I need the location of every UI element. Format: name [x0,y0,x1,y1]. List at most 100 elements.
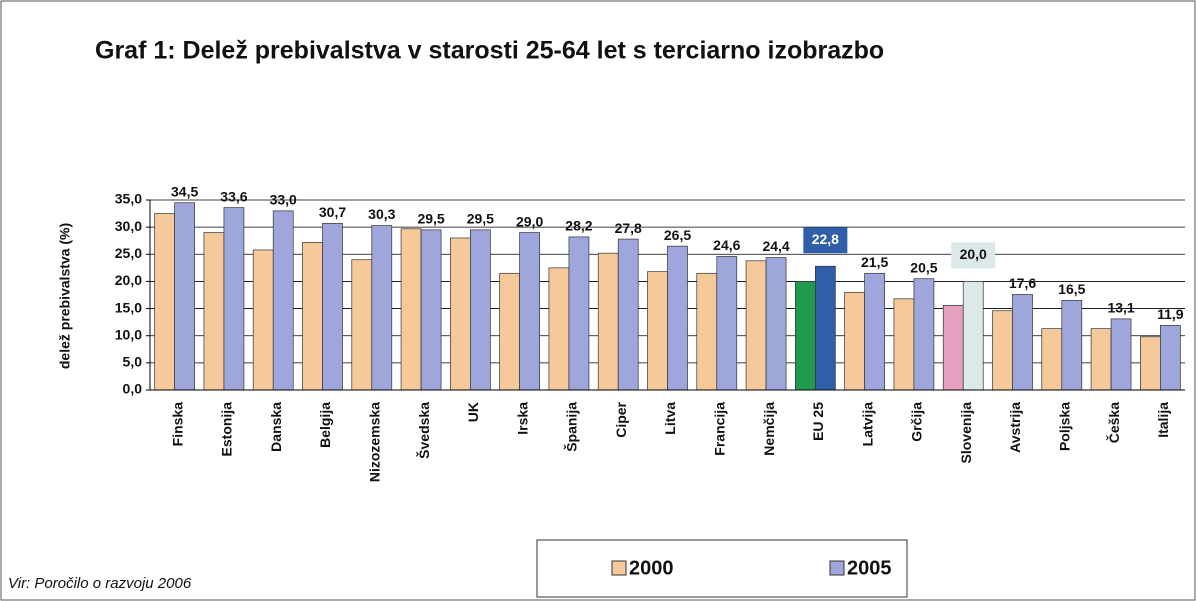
bar [470,229,491,391]
x-tick-label: UK [465,402,481,422]
x-tick-label: Ciper [613,401,629,437]
x-tick-label: Avstrija [1007,402,1023,453]
legend-swatch [829,560,845,576]
bar [223,207,245,391]
bar [795,281,816,391]
bar [893,298,915,391]
value-label: 11,9 [1157,306,1184,322]
y-tick-label: 10,0 [115,326,142,342]
value-label: 16,5 [1058,281,1085,297]
bar [548,267,570,391]
x-tick-label: Irska [514,402,530,435]
value-label: 30,7 [319,204,346,220]
x-tick-label: Slovenija [958,402,974,464]
bar [864,272,885,391]
x-tick-label: Španija [563,402,580,452]
value-label: 33,6 [220,188,247,204]
label-box [803,227,848,254]
bar [252,249,274,391]
bar [450,237,471,391]
legend [536,539,908,598]
value-label: 30,3 [368,206,395,222]
bar [400,228,422,391]
bar [302,241,323,391]
value-label: 26,5 [664,227,691,243]
x-tick-label: Poljska [1056,402,1072,451]
value-label: 33,0 [270,192,297,208]
x-tick-label: Latvija [859,402,875,447]
x-tick-label: Grčija [909,402,925,442]
bar [322,222,343,391]
bar [1090,328,1112,391]
bar [1061,300,1083,391]
bar [617,238,639,391]
bar [499,272,520,391]
bar [716,256,738,391]
y-tick-label: 5,0 [123,354,143,370]
bar [351,259,373,391]
value-label: 29,0 [516,213,543,229]
value-label: 13,1 [1107,300,1134,316]
bar [942,304,964,391]
value-label: 29,5 [417,211,444,227]
bar [647,271,668,391]
bar [420,229,442,391]
bar [696,272,718,391]
bar [1160,325,1181,391]
x-tick-label: Litva [662,402,678,435]
x-tick-label: Italija [1155,402,1171,438]
value-label: 20,0 [960,246,987,262]
legend-label: 2005 [847,557,892,579]
bar [815,265,836,391]
bar [1140,336,1161,391]
bar [1012,294,1033,391]
y-tick-label: 35,0 [115,191,142,207]
bar [597,252,619,391]
bar [1041,328,1063,391]
value-label: 34,5 [171,183,198,199]
value-label: 24,4 [762,238,789,254]
value-label: 17,6 [1009,275,1036,291]
value-label: 28,2 [565,218,592,234]
bar [568,236,590,391]
label-box [951,242,996,269]
x-tick-label: Finska [169,402,185,447]
x-tick-label: Nemčija [761,402,777,456]
bar [154,213,175,391]
bar [371,225,393,391]
bar [1110,318,1132,391]
bar [203,232,225,391]
value-label: 21,5 [861,254,888,270]
bar [667,245,688,391]
value-label: 20,5 [910,259,937,275]
legend-swatch [611,560,627,576]
source: Vir: Poročilo o razvoju 2006 [8,575,192,592]
value-label: 24,6 [713,237,740,253]
value-label: 22,8 [812,231,839,247]
x-tick-label: Nizozemska [366,402,382,482]
chart-title: Graf 1: Delež prebivalstva v starosti 25… [95,37,884,65]
x-tick-label: Danska [268,402,284,452]
x-tick-label: Češka [1105,402,1122,443]
bar [765,257,787,391]
bar [519,232,540,391]
x-tick-label: Francija [711,402,727,456]
x-tick-label: EU 25 [810,402,826,441]
bar [174,202,195,391]
y-axis-label: delež prebivalstva (%) [57,223,73,369]
bar [913,278,935,391]
value-label: 29,5 [467,211,494,227]
y-tick-label: 25,0 [115,245,142,261]
bar [844,291,865,391]
y-tick-label: 30,0 [115,218,142,234]
x-tick-label: Švedska [415,402,432,459]
legend-label: 2000 [629,557,674,579]
bar [992,310,1013,391]
y-tick-label: 0,0 [123,381,143,397]
bar [745,260,767,391]
y-tick-label: 20,0 [115,272,142,288]
y-tick-label: 15,0 [115,299,142,315]
value-label: 27,8 [615,220,642,236]
x-tick-label: Estonija [219,402,235,457]
